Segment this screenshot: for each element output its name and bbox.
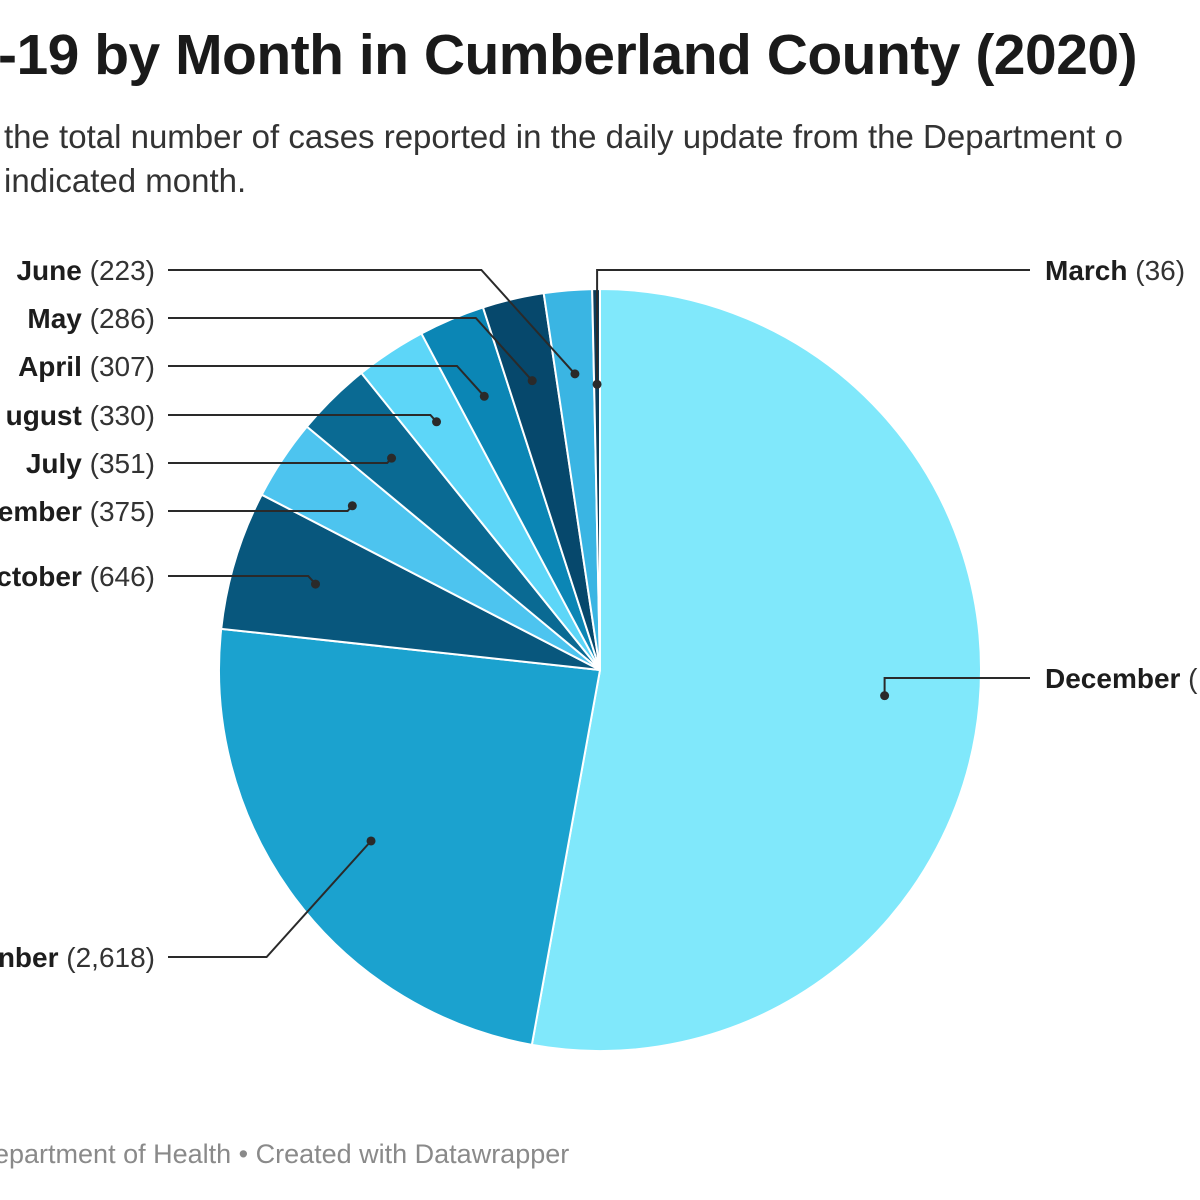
slice-label-december: December ( bbox=[1045, 663, 1198, 694]
slice-label-name: April bbox=[18, 351, 82, 382]
slice-label-value: (223) bbox=[82, 255, 155, 286]
slice-label-name: March bbox=[1045, 255, 1127, 286]
leader-dot-august bbox=[432, 417, 442, 427]
slice-label-value: (307) bbox=[82, 351, 155, 382]
leader-line-march bbox=[596, 269, 1030, 385]
slice-label-june: June (223) bbox=[16, 255, 155, 286]
pie-slice-december bbox=[530, 288, 982, 1052]
chart-subtitle-line-1: the total number of cases reported in th… bbox=[4, 118, 1123, 155]
chart-source-note: epartment of Health • Created with Dataw… bbox=[0, 1139, 570, 1169]
chart-title: -19 by Month in Cumberland County (2020) bbox=[0, 23, 1138, 87]
leader-dot-may bbox=[527, 376, 537, 386]
slice-label-october: ctober (646) bbox=[0, 561, 155, 592]
slice-label-name: July bbox=[26, 448, 82, 479]
slice-labels: December ( nber (2,618) ctober (646) ember … bbox=[0, 255, 1198, 973]
slice-label-september: ember (375) bbox=[0, 496, 155, 527]
pie-slice-october bbox=[220, 493, 601, 671]
slice-label-value: (351) bbox=[82, 448, 155, 479]
leader-line-december bbox=[883, 677, 1030, 696]
slice-label-value: (36) bbox=[1127, 255, 1185, 286]
slice-label-name: May bbox=[27, 303, 82, 334]
leader-dot-april bbox=[479, 391, 489, 401]
leader-dot-november bbox=[366, 836, 376, 846]
slice-label-name: ember bbox=[0, 496, 82, 527]
leader-dot-october bbox=[311, 579, 320, 589]
pie-slices bbox=[218, 287, 982, 1052]
leader-line-november bbox=[168, 840, 372, 958]
slice-label-name: December bbox=[1045, 663, 1181, 694]
chart-subtitle-line-2: indicated month. bbox=[4, 162, 247, 199]
slice-label-name: ugust bbox=[6, 400, 82, 431]
slice-label-march: March (36) bbox=[1045, 255, 1185, 286]
leader-line-may bbox=[168, 317, 533, 382]
leader-line-april bbox=[168, 365, 486, 397]
leader-dot-june bbox=[570, 369, 580, 379]
slice-label-value: (375) bbox=[82, 496, 155, 527]
slice-label-august: ugust (330) bbox=[6, 400, 155, 431]
slice-label-may: May (286) bbox=[27, 303, 155, 334]
leader-line-june bbox=[168, 269, 576, 375]
slice-label-value: (330) bbox=[82, 400, 155, 431]
leader-dot-september bbox=[347, 501, 357, 511]
slice-label-value: (286) bbox=[82, 303, 155, 334]
leader-lines bbox=[168, 269, 1030, 958]
slice-label-value: (2,618) bbox=[59, 942, 156, 973]
slice-label-name: June bbox=[16, 255, 81, 286]
slice-label-name: ctober bbox=[0, 561, 82, 592]
slice-label-value: ( bbox=[1180, 663, 1198, 694]
slice-label-name: nber bbox=[0, 942, 59, 973]
chart-subtitle: the total number of cases reported in th… bbox=[4, 115, 1200, 203]
pie-slice-november bbox=[218, 627, 601, 1046]
leader-dot-december bbox=[880, 691, 890, 701]
leader-dot-july bbox=[387, 453, 397, 463]
slice-label-april: April (307) bbox=[18, 351, 155, 382]
slice-label-november: nber (2,618) bbox=[0, 942, 155, 973]
slice-label-july: July (351) bbox=[26, 448, 155, 479]
leader-dot-march bbox=[592, 379, 602, 389]
slice-label-value: (646) bbox=[82, 561, 155, 592]
